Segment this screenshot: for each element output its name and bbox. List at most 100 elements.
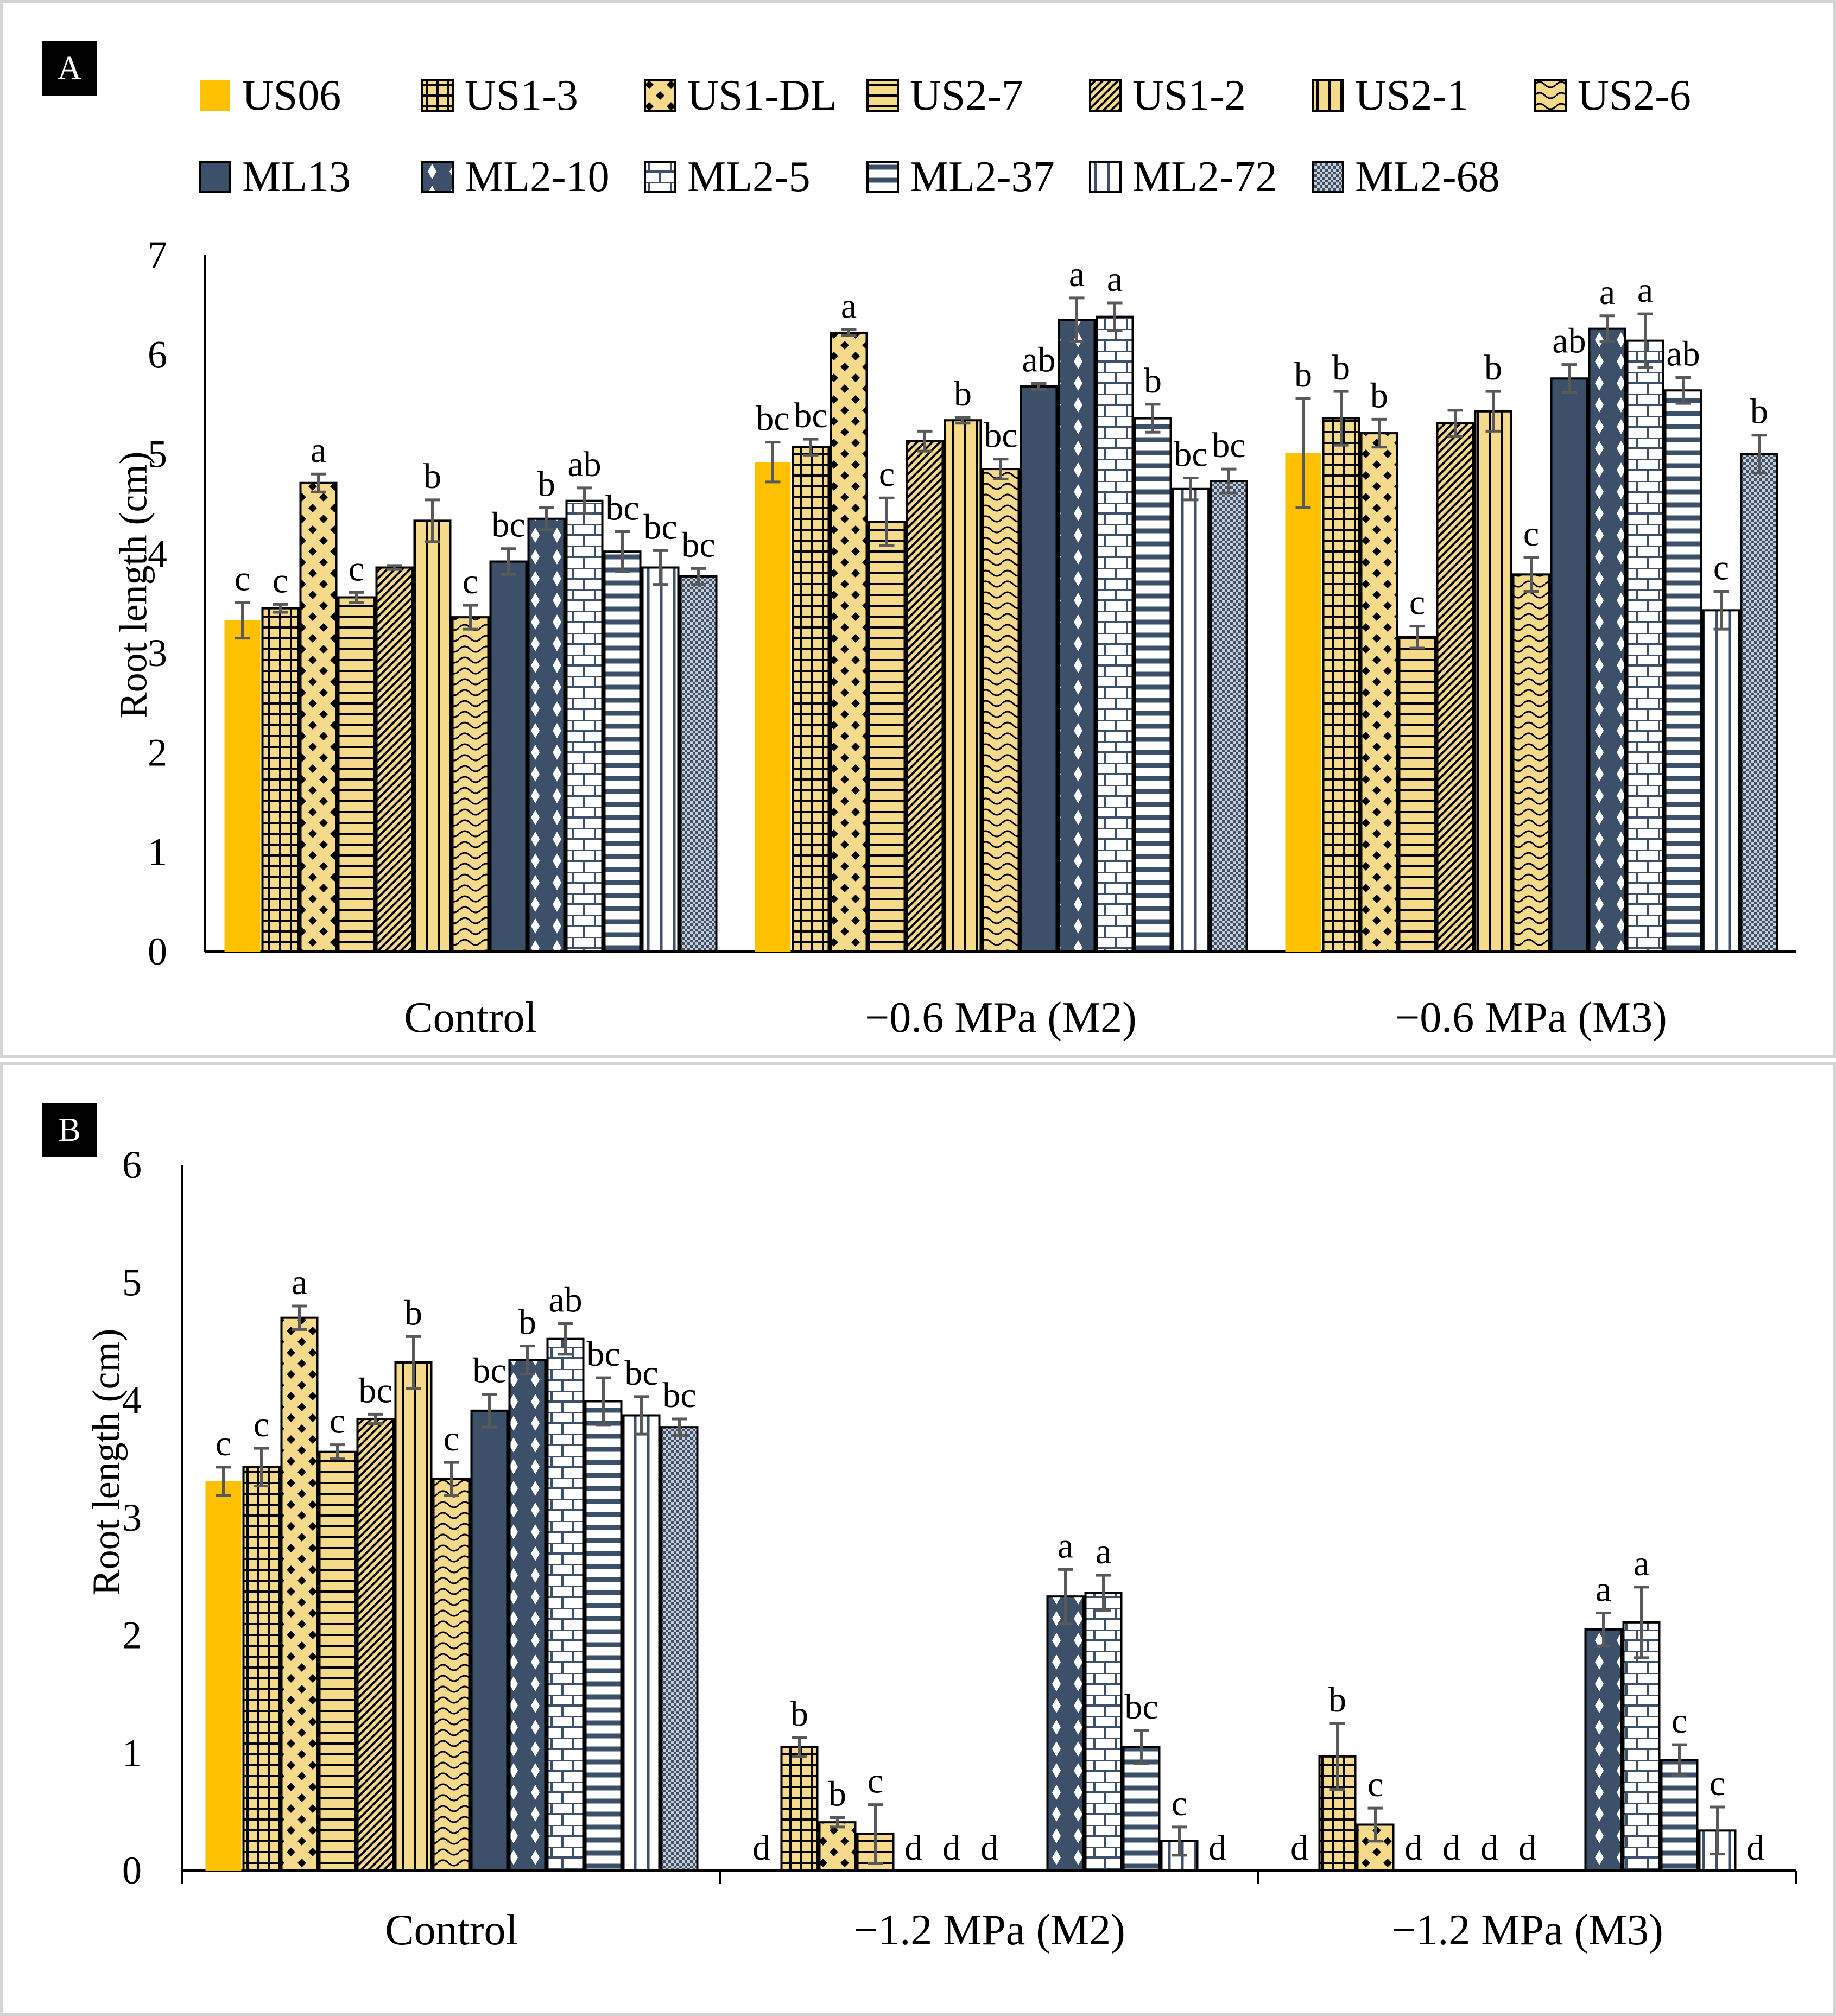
bar-ML2-68	[679, 575, 718, 953]
category-label: Control	[404, 994, 536, 1042]
significance-letter: c	[1523, 514, 1539, 554]
legend-row-1: US06 US1-3 US1-DL US2-7 US1-2 US2-1 US2-6	[199, 55, 1800, 136]
bar-US1-2	[906, 440, 944, 953]
bar-US1-DL	[299, 481, 338, 953]
significance-letter: bc	[662, 1375, 696, 1415]
significance-letter: a	[311, 430, 326, 470]
y-tick-label: 3	[122, 1496, 142, 1539]
bar-US06	[1285, 453, 1321, 952]
significance-letter: bc	[984, 416, 1017, 455]
bar-ML2-72	[641, 566, 680, 953]
bar-ML2-10	[1058, 319, 1096, 953]
legend-label: US1-DL	[687, 71, 837, 119]
bar-US2-6	[982, 468, 1020, 953]
significance-letter: bc	[491, 505, 525, 545]
bar-US1-2	[375, 566, 414, 953]
significance-letter: a	[1599, 272, 1615, 312]
significance-letter: ab	[1666, 334, 1700, 373]
bar-US2-6	[432, 1478, 471, 1872]
significance-letter: bc	[586, 1334, 620, 1374]
legend-swatch	[199, 161, 231, 193]
legend-item: US1-3	[421, 71, 644, 121]
bar-US1-DL	[1360, 432, 1398, 953]
bar-ML13	[489, 560, 528, 953]
significance-letter: d	[1518, 1828, 1536, 1868]
significance-letter: bc	[472, 1351, 506, 1391]
bar-ML2-72	[622, 1414, 661, 1872]
legend-label: US2-1	[1355, 71, 1468, 119]
significance-letter: c	[235, 559, 250, 599]
significance-letter: bc	[681, 525, 715, 565]
bar-ML2-10	[508, 1359, 547, 1872]
legend-swatch	[200, 80, 230, 111]
legend-item: US2-6	[1534, 71, 1757, 121]
legend-item: ML2-72	[1089, 153, 1312, 202]
significance-letter: a	[1637, 270, 1653, 310]
significance-letter: c	[330, 1402, 345, 1441]
legend-label: US1-2	[1132, 71, 1246, 119]
bar-ML2-10	[1588, 327, 1626, 953]
bar-ML2-10	[1584, 1628, 1623, 1872]
panel-letter-a: A	[42, 41, 97, 96]
bar-US1-DL	[280, 1316, 319, 1872]
bar-ML2-68	[1740, 453, 1778, 953]
significance-letter: a	[1096, 1532, 1111, 1571]
legend-label: US2-6	[1578, 71, 1691, 119]
significance-letter: b	[828, 1774, 846, 1814]
legend-label: ML13	[242, 153, 351, 201]
bar-US2-7	[318, 1450, 357, 1872]
significance-letter: d	[752, 1828, 770, 1868]
bar-ML2-37	[1122, 1746, 1161, 1872]
bar-US1-2	[1436, 422, 1474, 953]
significance-letter: a	[1058, 1526, 1073, 1565]
significance-letter: c	[868, 1761, 883, 1801]
legend-item: ML2-68	[1312, 153, 1534, 202]
bar-US2-6	[451, 616, 490, 953]
bar-US1-3	[792, 446, 830, 953]
legend-label: ML2-37	[910, 153, 1055, 201]
legend-label: ML2-10	[465, 153, 610, 201]
bar-ML2-5	[1096, 315, 1134, 953]
significance-letter: c	[1172, 1784, 1187, 1823]
legend-item: ML2-10	[421, 153, 644, 202]
legend-swatch	[421, 161, 454, 193]
significance-letter: b	[790, 1694, 808, 1734]
significance-letter: d	[904, 1828, 922, 1868]
bar-US2-1	[944, 419, 982, 953]
y-tick-label: 3	[148, 631, 167, 675]
bar-US2-1	[413, 519, 452, 953]
significance-letter: ab	[1022, 340, 1055, 379]
legend-swatch	[1089, 79, 1122, 112]
bar-ML2-5	[1622, 1621, 1661, 1872]
significance-letter: b	[518, 1303, 536, 1342]
legend: US06 US1-3 US1-DL US2-7 US1-2 US2-1 US2-6 ML13…	[199, 55, 1800, 218]
significance-letter: b	[1294, 355, 1312, 395]
significance-letter: d	[1442, 1828, 1460, 1868]
significance-letter: c	[1409, 583, 1425, 623]
y-tick-label: 2	[122, 1614, 142, 1657]
significance-letter: c	[879, 454, 895, 494]
significance-letter: b	[1332, 348, 1350, 388]
significance-letter: d	[1208, 1828, 1226, 1868]
significance-letter: d	[1404, 1828, 1422, 1868]
bar-US1-2	[356, 1418, 395, 1872]
significance-letter: ab	[567, 445, 601, 484]
significance-letter: bc	[605, 489, 639, 528]
significance-letter: a	[841, 286, 857, 326]
category-label: −0.6 MPa (M3)	[1395, 994, 1667, 1042]
legend-swatch	[1312, 79, 1344, 112]
bar-ML13	[1550, 377, 1588, 953]
significance-letter: d	[980, 1828, 998, 1868]
significance-letter: b	[1328, 1680, 1346, 1720]
significance-letter: b	[537, 465, 555, 504]
bar-ML2-10	[1046, 1595, 1085, 1872]
bar-US1-3	[1322, 417, 1360, 953]
y-axis-label-b: Root length (cm)	[84, 1328, 128, 1596]
y-axis-label-a: Root length (cm)	[111, 451, 155, 719]
bar-US2-7	[1398, 636, 1436, 953]
category-label: −0.6 MPa (M2)	[865, 994, 1137, 1042]
significance-letter: c	[1710, 1764, 1725, 1803]
bar-ML2-37	[584, 1400, 623, 1872]
category-label: −1.2 MPa (M2)	[853, 1906, 1125, 1954]
legend-item: US1-DL	[644, 71, 866, 121]
